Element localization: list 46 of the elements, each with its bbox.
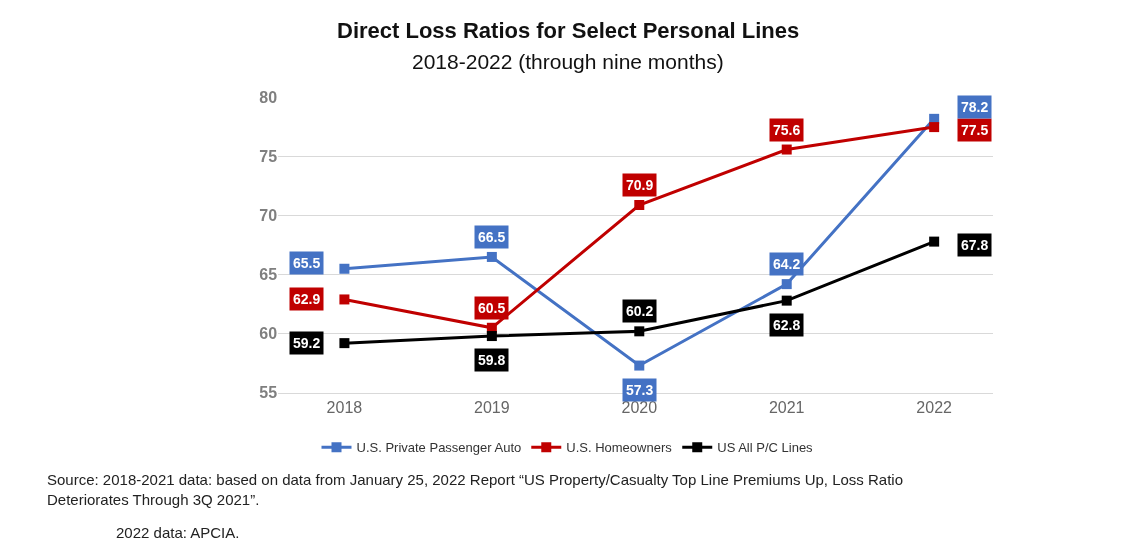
- y-tick-label: 70: [259, 207, 278, 225]
- point: [929, 236, 940, 247]
- y-tick-label: 55: [259, 384, 278, 402]
- chart-subtitle: 2018-2022 (through nine months): [412, 50, 724, 73]
- point: [634, 360, 645, 371]
- data-label: 64.2: [773, 256, 801, 272]
- data-label: 67.8: [961, 237, 989, 253]
- data-label: 62.9: [293, 291, 321, 307]
- chart-title: Direct Loss Ratios for Select Personal Lines: [337, 18, 800, 43]
- point: [634, 326, 645, 337]
- source-note: Source: 2018-2021 data: based on data from January 25, 2022 Report “US Property/Casualty Top Line Premiums Up, Loss Ratio Deteriorates Through 3Q 2021”.: [47, 471, 904, 508]
- data-label: 59.8: [478, 352, 506, 368]
- data-label: 59.2: [293, 335, 321, 351]
- x-tick-label: 2019: [474, 398, 510, 416]
- data-label: 66.5: [478, 229, 506, 245]
- text: 2022 data: APCIA.: [116, 524, 240, 541]
- x-tick-label: 2020: [621, 398, 658, 416]
- x-tick-label: 2018: [326, 398, 363, 416]
- y-tick-label: 75: [259, 148, 278, 166]
- data-label: 62.8: [773, 317, 801, 333]
- data-label: 60.2: [626, 303, 654, 319]
- data-label: 75.6: [773, 122, 801, 138]
- point: [339, 338, 350, 349]
- x-tick-label: 2021: [768, 398, 805, 416]
- point: [781, 295, 792, 306]
- y-tick-label: 65: [259, 266, 278, 284]
- data-label: 70.9: [626, 177, 654, 193]
- point: [781, 279, 792, 290]
- legend-label: U.S. Homeowners: [566, 440, 673, 456]
- data-label: 65.5: [293, 255, 321, 271]
- y-tick-label: 60: [259, 325, 278, 343]
- legend-label: U.S. Private Passenger Auto: [356, 440, 522, 456]
- x-tick-label: 2022: [916, 398, 953, 416]
- legend-label: US All P/C Lines: [717, 440, 814, 456]
- data-label: 60.5: [478, 300, 506, 316]
- point: [339, 294, 350, 305]
- data-label: 57.3: [626, 382, 654, 398]
- point: [634, 200, 645, 211]
- point: [339, 263, 350, 274]
- point: [486, 331, 497, 342]
- point: [486, 251, 497, 262]
- point: [781, 144, 792, 155]
- data-label: 78.2: [961, 99, 989, 115]
- y-tick-label: 80: [259, 89, 278, 107]
- point: [929, 122, 940, 133]
- data-label: 77.5: [961, 122, 989, 138]
